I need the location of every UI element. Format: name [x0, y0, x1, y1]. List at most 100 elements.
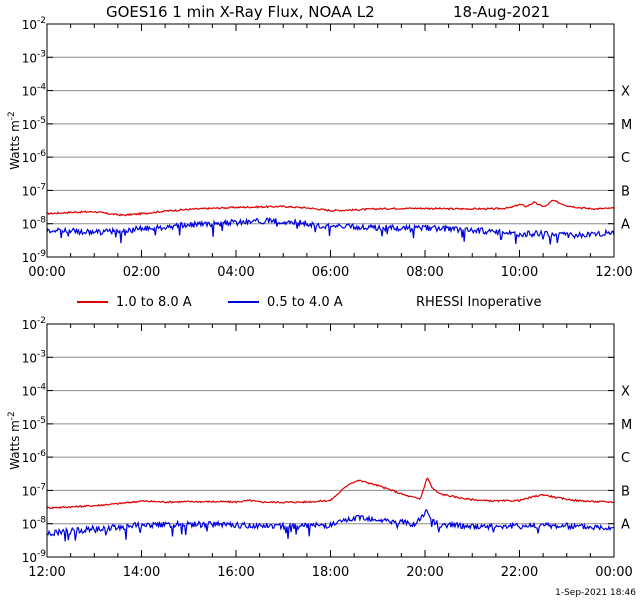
y-tick-label-base: 10: [22, 451, 37, 465]
flare-class-label: B: [621, 184, 630, 199]
x-tick-label: 22:00: [501, 565, 538, 580]
bottom-panel-grid: [47, 356, 614, 525]
y-tick-label: 10-4: [22, 383, 47, 399]
y-tick-label-exponent: -9: [37, 549, 46, 559]
y-tick-label: 10-5: [22, 116, 46, 132]
flare-class-label: A: [621, 518, 630, 533]
y-tick-label: 10-5: [22, 416, 46, 432]
series-line-long-channel: [46, 199, 615, 217]
y-axis-title-text: Watts m: [8, 120, 22, 170]
top-panel: 10-210-310-410-510-610-710-810-9 00:00 02…: [7, 16, 633, 280]
x-tick-label: 04:00: [217, 265, 254, 280]
x-tick-label: 12:00: [595, 265, 632, 280]
y-tick-label: 10-9: [22, 249, 47, 265]
y-tick-label-exponent: -9: [37, 249, 46, 259]
legend-label-short-channel: 0.5 to 4.0 A: [267, 295, 343, 310]
y-tick-label: 10-8: [22, 516, 47, 532]
x-tick-label: 10:00: [501, 265, 538, 280]
footer-timestamp: 1-Sep-2021 18:46: [555, 588, 636, 598]
y-tick-label-exponent: -5: [37, 416, 46, 426]
bottom-panel-series: [46, 477, 615, 542]
top-panel-y-tick-labels: 10-210-310-410-510-610-710-810-9: [22, 16, 47, 265]
bottom-panel-flare-class-labels: X M C B A: [621, 385, 632, 533]
y-tick-label-base: 10: [22, 251, 37, 265]
series-line-long-channel: [46, 477, 615, 510]
y-tick-label-exponent: -2: [37, 16, 46, 26]
y-tick-label-exponent: -2: [37, 316, 46, 326]
top-panel-series: [46, 199, 615, 245]
bottom-panel-x-tick-labels: 12:00 14:00 16:00 18:00 20:00 22:00 00:00: [28, 565, 632, 580]
x-tick-label: 12:00: [28, 565, 65, 580]
y-tick-label-exponent: -8: [37, 516, 46, 526]
bottom-panel-y-axis-title: Watts m-2: [7, 411, 22, 470]
y-tick-label: 10-6: [22, 149, 47, 165]
flare-class-label: C: [621, 451, 630, 466]
y-tick-label: 10-9: [22, 549, 47, 565]
x-tick-label: 18:00: [312, 565, 349, 580]
y-axis-title-exponent: -2: [7, 411, 17, 420]
top-panel-ticks: [46, 23, 615, 258]
x-tick-label: 20:00: [406, 565, 443, 580]
flare-class-label: X: [621, 385, 630, 400]
y-tick-label: 10-4: [22, 83, 47, 99]
series-line-short-channel: [46, 216, 615, 245]
y-tick-label-base: 10: [22, 418, 37, 432]
y-tick-label-exponent: -6: [37, 149, 46, 159]
chart-title: GOES16 1 min X-Ray Flux, NOAA L2: [106, 3, 375, 21]
y-axis-title-exponent: -2: [7, 111, 17, 120]
flare-class-label: C: [621, 151, 630, 166]
y-tick-label-base: 10: [22, 85, 37, 99]
flare-class-label: M: [621, 118, 632, 133]
y-tick-label-exponent: -7: [37, 482, 46, 492]
y-tick-label: 10-8: [22, 216, 47, 232]
flare-class-label: A: [621, 218, 630, 233]
y-tick-label-base: 10: [22, 351, 37, 365]
top-panel-x-tick-labels: 00:00 02:00 04:00 06:00 08:00 10:00 12:00: [28, 265, 632, 280]
y-tick-label-exponent: -8: [37, 216, 46, 226]
chart-date: 18-Aug-2021: [453, 3, 550, 21]
y-tick-label-base: 10: [22, 18, 37, 32]
x-tick-label: 06:00: [312, 265, 349, 280]
y-tick-label-exponent: -3: [37, 49, 46, 59]
y-tick-label-exponent: -4: [37, 383, 46, 393]
y-tick-label-base: 10: [22, 484, 37, 498]
y-tick-label-base: 10: [22, 551, 37, 565]
y-tick-label-base: 10: [22, 184, 37, 198]
y-tick-label: 10-7: [22, 182, 46, 198]
y-tick-label: 10-7: [22, 482, 46, 498]
y-tick-label-exponent: -3: [37, 349, 46, 359]
x-tick-label: 00:00: [28, 265, 65, 280]
top-panel-grid: [47, 56, 614, 225]
y-tick-label-base: 10: [22, 118, 37, 132]
y-tick-label-exponent: -7: [37, 182, 46, 192]
legend-note: RHESSI Inoperative: [416, 295, 541, 310]
series-line-short-channel: [46, 509, 615, 542]
x-tick-label: 02:00: [123, 265, 160, 280]
y-tick-label: 10-6: [22, 449, 47, 465]
y-tick-label: 10-2: [22, 16, 46, 32]
flare-class-label: B: [621, 484, 630, 499]
y-axis-title-text: Watts m: [8, 420, 22, 470]
bottom-panel-y-tick-labels: 10-210-310-410-510-610-710-810-9: [22, 316, 47, 565]
top-panel-flare-class-labels: X M C B A: [621, 85, 632, 233]
y-tick-label-base: 10: [22, 218, 37, 232]
x-tick-label: 00:00: [595, 565, 632, 580]
x-tick-label: 16:00: [217, 565, 254, 580]
x-tick-label: 14:00: [123, 565, 160, 580]
y-tick-label-exponent: -4: [37, 83, 46, 93]
x-tick-label: 08:00: [406, 265, 443, 280]
y-tick-label: 10-3: [22, 349, 46, 365]
y-tick-label-base: 10: [22, 151, 37, 165]
y-tick-label-exponent: -6: [37, 449, 46, 459]
flare-class-label: X: [621, 85, 630, 100]
y-tick-label-base: 10: [22, 518, 37, 532]
y-tick-label: 10-2: [22, 316, 46, 332]
y-tick-label: 10-3: [22, 49, 46, 65]
top-panel-frame: [46, 23, 615, 258]
y-tick-label-base: 10: [22, 385, 37, 399]
y-tick-label-exponent: -5: [37, 116, 46, 126]
legend: 1.0 to 8.0 A 0.5 to 4.0 A RHESSI Inopera…: [77, 295, 541, 310]
bottom-panel-ticks: [46, 323, 615, 558]
flare-class-label: M: [621, 418, 632, 433]
